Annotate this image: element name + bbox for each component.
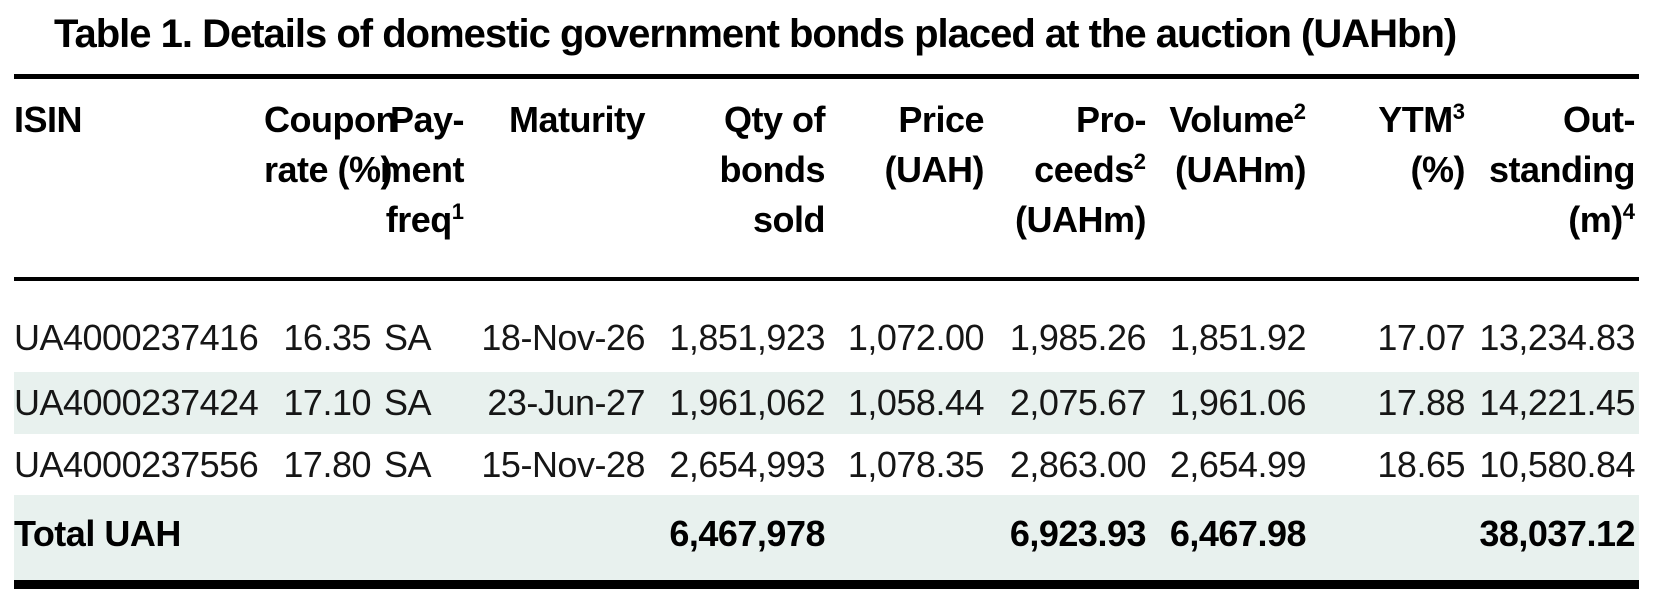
cell-payment-freq: SA [384,382,432,423]
col-header-payment-freq: Pay- ment freq1 [379,99,465,240]
cell-outstanding: 14,221.45 [1479,382,1635,423]
col-header-outstanding: Out- standing (m)4 [1489,99,1636,240]
col-header-isin: ISIN [14,99,83,140]
col-header-price: Price (UAH) [884,99,985,190]
cell-volume: 2,654.99 [1169,443,1307,485]
footnote-marker-1: 1 [451,199,464,224]
cell-coupon-rate: 17.80 [283,443,371,485]
footnote-marker-4: 4 [1622,199,1635,224]
cell-outstanding: 13,234.83 [1479,317,1635,358]
cell-payment-freq: SA [384,443,432,485]
cell-isin: UA4000237424 [14,382,259,423]
cell-payment-freq-empty [371,495,464,585]
bonds-table: ISIN Coupon rate (%) Pay- ment freq1 Mat… [14,74,1639,589]
cell-ytm-empty [1306,495,1465,585]
cell-total-outstanding: 38,037.12 [1479,512,1635,554]
cell-payment-freq: SA [384,317,432,358]
cell-ytm: 18.65 [1377,443,1465,485]
table-header: ISIN Coupon rate (%) Pay- ment freq1 Mat… [14,77,1639,279]
footnote-marker-2: 2 [1293,99,1306,124]
col-header-ytm: YTM3 (%) [1378,99,1465,190]
table-row: UA4000237416 16.35 SA 18-Nov-26 1,851,92… [14,279,1639,372]
col-header-volume: Volume2 (UAHm) [1169,99,1306,190]
cell-total-proceeds: 6,923.93 [1009,512,1147,554]
cell-qty-sold: 1,961,062 [669,382,825,423]
cell-ytm: 17.88 [1377,382,1465,423]
cell-total-volume: 6,467.98 [1169,512,1307,554]
col-header-qty-bonds-sold: Qty of bonds sold [719,99,826,240]
cell-qty-sold: 1,851,923 [669,317,825,358]
cell-volume: 1,851.92 [1169,317,1307,358]
cell-coupon-rate-empty [264,495,371,585]
cell-maturity: 18-Nov-26 [481,317,645,358]
cell-coupon-rate: 16.35 [283,317,371,358]
cell-price: 1,078.35 [847,443,985,485]
cell-qty-sold: 2,654,993 [669,443,825,485]
header-row: ISIN Coupon rate (%) Pay- ment freq1 Mat… [14,77,1639,279]
col-header-proceeds: Pro- ceeds2 (UAHm) [1015,99,1146,240]
page-title: Table 1. Details of domestic government … [54,12,1457,56]
table-row: UA4000237556 17.80 SA 15-Nov-28 2,654,99… [14,434,1639,495]
cell-outstanding: 10,580.84 [1479,443,1635,485]
cell-total-qty: 6,467,978 [669,512,825,554]
cell-ytm: 17.07 [1377,317,1465,358]
table-body: UA4000237416 16.35 SA 18-Nov-26 1,851,92… [14,279,1639,585]
cell-price-empty [825,495,984,585]
cell-maturity-empty [464,495,645,585]
cell-proceeds: 2,075.67 [1009,382,1147,423]
footnote-marker-3: 3 [1452,99,1465,124]
col-header-coupon-rate: Coupon rate (%) [264,99,397,190]
total-row: Total UAH 6,467,978 6,923.93 6,467.98 38… [14,495,1639,585]
cell-price: 1,058.44 [847,382,985,423]
cell-maturity: 15-Nov-28 [481,443,645,485]
cell-proceeds: 1,985.26 [1009,317,1147,358]
cell-isin: UA4000237416 [14,317,259,358]
cell-volume: 1,961.06 [1169,382,1307,423]
footnote-marker-2: 2 [1133,149,1146,174]
col-header-maturity: Maturity [508,99,646,140]
cell-total-label: Total UAH [14,512,181,554]
cell-price: 1,072.00 [847,317,985,358]
table-row: UA4000237424 17.10 SA 23-Jun-27 1,961,06… [14,372,1639,434]
cell-isin: UA4000237556 [14,443,259,485]
cell-proceeds: 2,863.00 [1009,443,1147,485]
cell-coupon-rate: 17.10 [283,382,371,423]
cell-maturity: 23-Jun-27 [487,382,645,423]
